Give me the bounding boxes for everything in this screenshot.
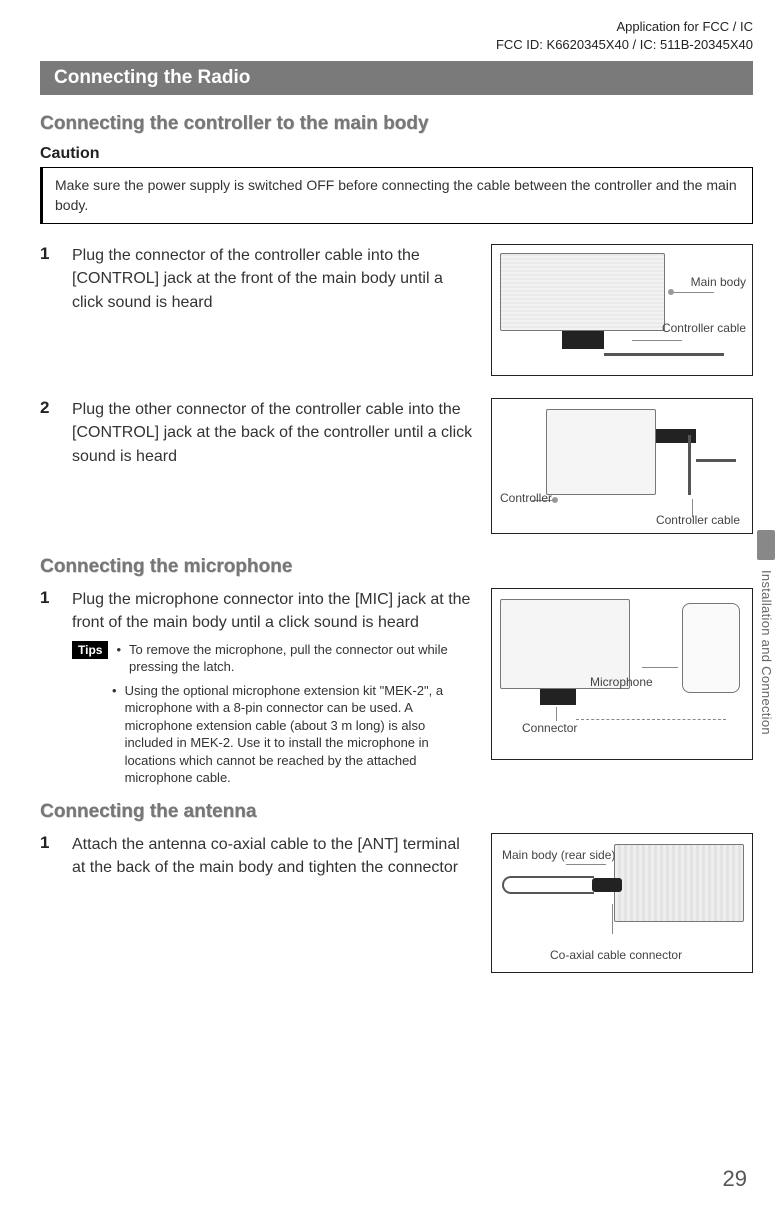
section-bar: Connecting the Radio (40, 61, 753, 95)
step-text-block: Plug the microphone connector into the [… (72, 588, 477, 787)
tips-badge: Tips (72, 641, 108, 659)
step-number: 1 (40, 833, 58, 853)
step-a1: 1 Plug the connector of the controller c… (40, 244, 753, 376)
page: Application for FCC / IC FCC ID: K662034… (0, 0, 777, 1206)
figure-label-main-body-rear: Main body (rear side) (502, 848, 615, 862)
step-number: 2 (40, 398, 58, 418)
meta-line-1: Application for FCC / IC (40, 18, 753, 36)
header-meta: Application for FCC / IC FCC ID: K662034… (40, 18, 753, 53)
step-b1: 1 Plug the microphone connector into the… (40, 588, 753, 787)
subhead-controller: Connecting the controller to the main bo… (40, 113, 753, 135)
tips-text: To remove the microphone, pull the conne… (129, 641, 477, 676)
caution-body: Make sure the power supply is switched O… (40, 167, 753, 224)
figure-controller: Controller Controller cable (491, 398, 753, 534)
side-tab-label: Installation and Connection (759, 570, 774, 735)
tips-text: Using the optional microphone extension … (125, 682, 477, 787)
step-text: Plug the microphone connector into the [… (72, 588, 477, 634)
figure-microphone: Microphone Connector (491, 588, 753, 760)
figure-main-body: Main body Controller cable (491, 244, 753, 376)
caution-block: Caution Make sure the power supply is sw… (40, 145, 753, 224)
step-a2: 2 Plug the other connector of the contro… (40, 398, 753, 534)
figure-label-controller: Controller (500, 491, 552, 505)
step-number: 1 (40, 588, 58, 608)
step-number: 1 (40, 244, 58, 264)
step-c1: 1 Attach the antenna co-axial cable to t… (40, 833, 753, 973)
bullet-icon: • (116, 641, 121, 659)
step-text: Attach the antenna co-axial cable to the… (72, 833, 477, 879)
figure-label-microphone: Microphone (590, 675, 653, 689)
tips-row-1: Tips • To remove the microphone, pull th… (72, 641, 477, 676)
figure-label-controller-cable: Controller cable (662, 321, 746, 335)
meta-line-2: FCC ID: K6620345X40 / IC: 511B-20345X40 (40, 36, 753, 54)
step-text: Plug the other connector of the controll… (72, 398, 477, 468)
side-tab: Installation and Connection (755, 530, 777, 770)
tips-row-2: • Using the optional microphone extensio… (72, 682, 477, 787)
subhead-microphone: Connecting the microphone (40, 556, 753, 578)
side-tab-marker (757, 530, 775, 560)
step-text: Plug the connector of the controller cab… (72, 244, 477, 314)
subhead-antenna: Connecting the antenna (40, 801, 753, 823)
figure-antenna: Main body (rear side) Co-axial cable con… (491, 833, 753, 973)
figure-label-main-body: Main body (691, 275, 746, 289)
figure-label-connector: Connector (522, 721, 577, 735)
figure-label-coax: Co-axial cable connector (550, 948, 682, 962)
caution-label: Caution (40, 145, 753, 163)
figure-label-controller-cable: Controller cable (656, 513, 740, 527)
page-number: 29 (723, 1166, 747, 1192)
bullet-icon: • (112, 682, 117, 700)
